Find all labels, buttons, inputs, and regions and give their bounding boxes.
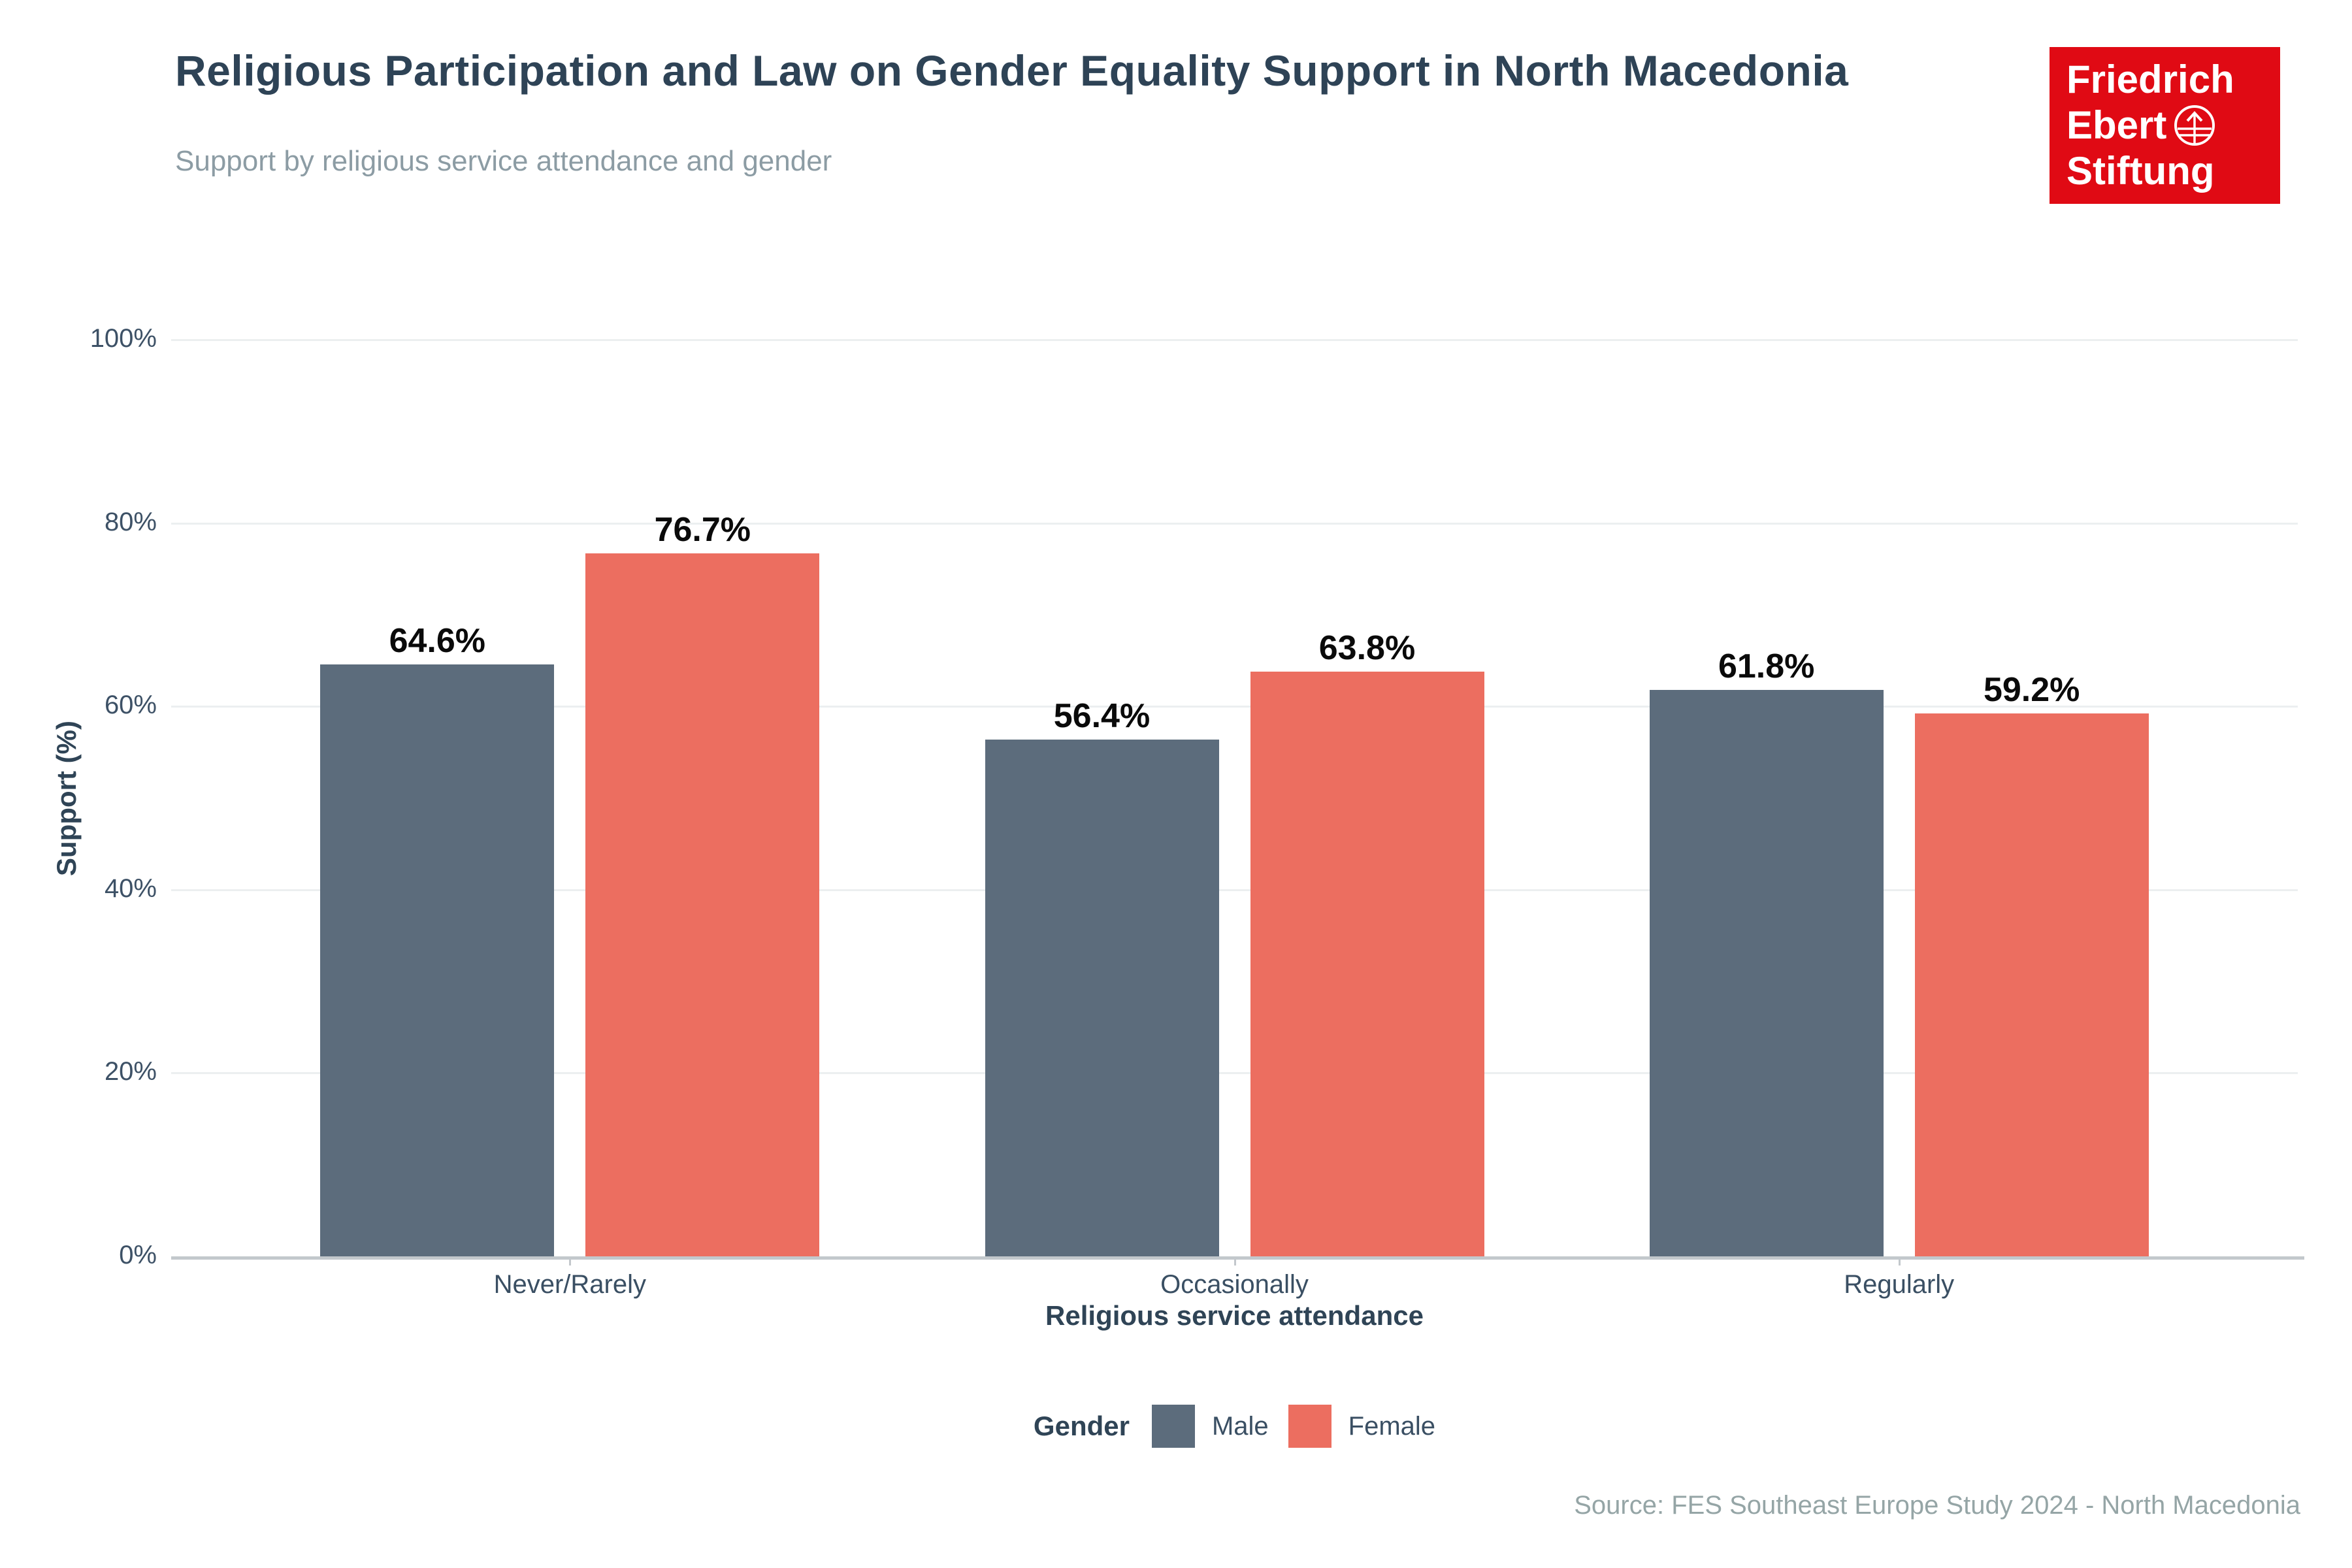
legend-item-male: Male — [1151, 1405, 1269, 1448]
chart-subtitle: Support by religious service attendance … — [175, 145, 832, 177]
y-tick-label-40: 40% — [104, 874, 157, 903]
x-tick-label-2: Occasionally — [1160, 1270, 1309, 1299]
bar-value-label-female-1: 76.7% — [654, 510, 751, 549]
gridline-40 — [171, 889, 2298, 891]
y-axis-title: Support (%) — [51, 721, 82, 876]
legend-items: Male Female — [1151, 1405, 1435, 1448]
fes-logo-line1: Friedrich — [2066, 57, 2280, 103]
bar-female-1 — [585, 553, 820, 1256]
fes-logo-line3: Stiftung — [2066, 148, 2280, 194]
legend-key-male — [1151, 1405, 1195, 1448]
x-tick-label-3: Regularly — [1844, 1270, 1955, 1299]
legend-label-male: Male — [1211, 1411, 1269, 1441]
legend-title: Gender — [1033, 1411, 1130, 1441]
bar-female-3 — [1914, 713, 2149, 1256]
gridline-80 — [171, 522, 2298, 525]
x-tick-mark-2 — [1233, 1260, 1236, 1266]
y-tick-label-100: 100% — [90, 324, 157, 353]
legend-label-female: Female — [1348, 1411, 1436, 1441]
fes-logo: Friedrich Ebert Stiftung — [2050, 47, 2280, 204]
chart-title: Religious Participation and Law on Gende… — [175, 46, 1849, 95]
bar-female-2 — [1250, 671, 1484, 1256]
y-tick-label-60: 60% — [104, 691, 157, 720]
y-tick-label-20: 20% — [104, 1057, 157, 1086]
gridline-100 — [171, 339, 2298, 341]
fes-logo-text-friedrich: Friedrich — [2066, 57, 2234, 101]
bar-value-label-male-1: 64.6% — [389, 621, 486, 660]
legend: Gender Male Female — [171, 1403, 2298, 1449]
bar-value-label-male-3: 61.8% — [1718, 647, 1815, 685]
legend-item-female: Female — [1288, 1405, 1435, 1448]
globe-arrow-icon — [2174, 105, 2215, 146]
x-axis-title: Religious service attendance — [1045, 1300, 1424, 1331]
y-tick-label-0: 0% — [119, 1241, 157, 1269]
x-tick-label-1: Never/Rarely — [493, 1270, 647, 1299]
bar-male-3 — [1649, 689, 1884, 1256]
fes-logo-line2: Ebert — [2066, 103, 2280, 148]
legend-key-female — [1288, 1405, 1331, 1448]
fes-logo-text-ebert: Ebert — [2066, 103, 2167, 147]
x-axis-line — [171, 1256, 2304, 1260]
gridline-60 — [171, 706, 2298, 708]
fes-logo-text-stiftung: Stiftung — [2066, 149, 2215, 193]
bar-value-label-female-3: 59.2% — [1983, 671, 2080, 710]
x-tick-mark-1 — [569, 1260, 572, 1266]
bar-male-2 — [985, 739, 1219, 1256]
bar-value-label-female-2: 63.8% — [1318, 629, 1416, 667]
bar-male-1 — [320, 664, 555, 1256]
x-tick-mark-3 — [1898, 1260, 1901, 1266]
gridline-20 — [171, 1072, 2298, 1075]
source-note: Source: FES Southeast Europe Study 2024 … — [1574, 1491, 2300, 1520]
bar-value-label-male-2: 56.4% — [1053, 696, 1151, 735]
y-tick-label-80: 80% — [104, 507, 157, 536]
